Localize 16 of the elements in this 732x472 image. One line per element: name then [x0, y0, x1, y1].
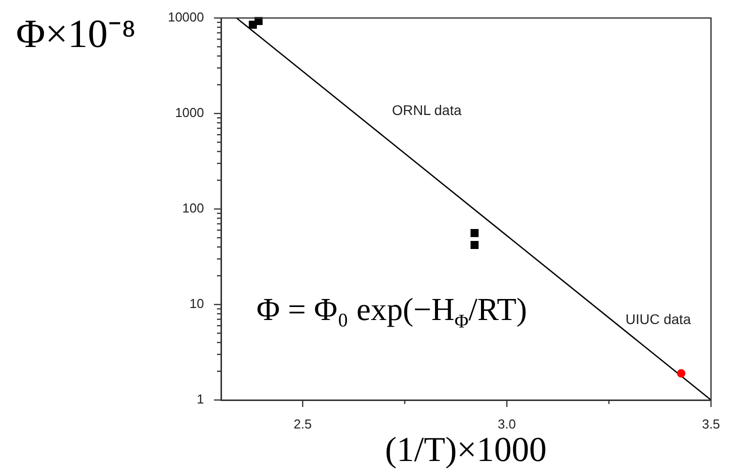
- y-tick-label: 10: [190, 296, 204, 312]
- y-tick-label: 1000: [175, 105, 204, 120]
- x-tick-label: 3.0: [498, 416, 516, 432]
- x-axis-title: (1/T)×1000: [385, 430, 547, 469]
- annotation: Φ = Φ₀ exp(−H$_{Φ}$/RT): [256, 290, 528, 332]
- point: [470, 229, 479, 238]
- x-tick-label: 3.5: [702, 416, 720, 432]
- y-tick-label: 1: [196, 392, 204, 407]
- point: [470, 240, 479, 250]
- point: [676, 369, 686, 378]
- x-tick-label: 2.5: [294, 416, 312, 432]
- y-axis-title: Φ×10⁻⁸: [16, 11, 136, 56]
- y-tick-label: 10000: [168, 10, 204, 25]
- annotation: ORNL data: [392, 102, 462, 118]
- y-tick-label: 100: [182, 200, 204, 216]
- annotation: UIUC data: [626, 310, 691, 327]
